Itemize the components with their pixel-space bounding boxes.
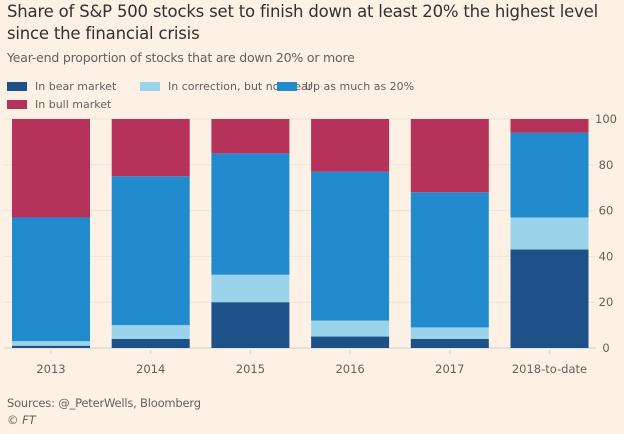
bar-segment-up-as-much-as-20--2018-to-date xyxy=(510,132,589,218)
bar-segment-in-bull-market-2013 xyxy=(12,119,90,218)
y-tick-label: 80 xyxy=(599,158,614,172)
y-tick-label: 40 xyxy=(599,249,614,263)
bar-segment-up-as-much-as-20--2017 xyxy=(410,192,489,328)
bar-segment-up-as-much-as-20--2016 xyxy=(311,171,390,321)
y-tick-label: 100 xyxy=(595,112,617,126)
bar-segment-up-as-much-as-20--2013 xyxy=(12,217,90,342)
bar-segment-up-as-much-as-20--2015 xyxy=(211,153,290,275)
bar-segment-up-as-much-as-20--2014 xyxy=(111,176,190,326)
bar-segment-in-bull-market-2016 xyxy=(311,119,390,172)
gridlines xyxy=(4,118,596,349)
bar-segment-in-bull-market-2018-to-date xyxy=(510,119,589,133)
bar-segment-in-correction-but-not-bear-2018-to-date xyxy=(510,217,589,250)
chart-subtitle: Year-end proportion of stocks that are d… xyxy=(7,50,355,65)
legend-item-bear: In bear market xyxy=(7,80,116,93)
legend-swatch-correction xyxy=(140,82,160,91)
copyright: © FT xyxy=(7,413,36,427)
legend-label-correction: In correction, but not bear xyxy=(168,80,313,93)
bars xyxy=(12,119,589,348)
legend-item-up: Up as much as 20% xyxy=(277,80,414,93)
x-tick-label: 2014 xyxy=(136,362,165,376)
y-axis: 0 20 40 60 80 100 xyxy=(595,112,617,355)
x-tick-label: 2017 xyxy=(435,362,464,376)
legend-swatch-bear xyxy=(7,82,27,91)
bar-segment-in-bear-market-2016 xyxy=(311,336,390,348)
y-tick-label: 0 xyxy=(602,341,609,355)
legend-item-bull: In bull market xyxy=(7,98,111,111)
bar-segment-in-bull-market-2014 xyxy=(111,119,190,177)
y-tick-label: 20 xyxy=(599,295,614,309)
legend-swatch-up xyxy=(277,82,297,91)
x-tick-label: 2013 xyxy=(36,362,65,376)
bar-segment-in-bear-market-2017 xyxy=(410,338,489,348)
bar-segment-in-correction-but-not-bear-2015 xyxy=(211,274,290,303)
x-tick-label: 2016 xyxy=(335,362,364,376)
bar-segment-in-bull-market-2015 xyxy=(211,119,290,154)
legend-item-correction: In correction, but not bear xyxy=(140,80,312,93)
chart-title: Share of S&P 500 stocks set to finish do… xyxy=(7,2,598,43)
y-tick-label: 60 xyxy=(599,204,614,218)
bar-segment-in-bull-market-2017 xyxy=(410,119,489,193)
legend-label-up: Up as much as 20% xyxy=(305,80,415,93)
x-tick-label: 2018-to-date xyxy=(512,362,587,376)
x-axis: 2013 2014 2015 2016 2017 2018-to-date xyxy=(36,350,587,376)
bar-segment-in-bear-market-2015 xyxy=(211,302,290,348)
bar-segment-in-correction-but-not-bear-2014 xyxy=(111,325,190,339)
x-tick-label: 2015 xyxy=(236,362,265,376)
bar-segment-in-correction-but-not-bear-2013 xyxy=(12,341,90,346)
bar-segment-in-bear-market-2013 xyxy=(12,345,90,348)
legend-label-bull: In bull market xyxy=(35,98,112,111)
bar-segment-in-correction-but-not-bear-2016 xyxy=(311,320,390,337)
bar-segment-in-bear-market-2014 xyxy=(111,338,190,348)
bar-segment-in-bear-market-2018-to-date xyxy=(510,249,589,348)
bar-segment-in-correction-but-not-bear-2017 xyxy=(410,327,489,339)
legend-swatch-bull xyxy=(7,100,27,109)
source-note: Sources: @_PeterWells, Bloomberg xyxy=(7,396,201,410)
legend-label-bear: In bear market xyxy=(35,80,117,93)
